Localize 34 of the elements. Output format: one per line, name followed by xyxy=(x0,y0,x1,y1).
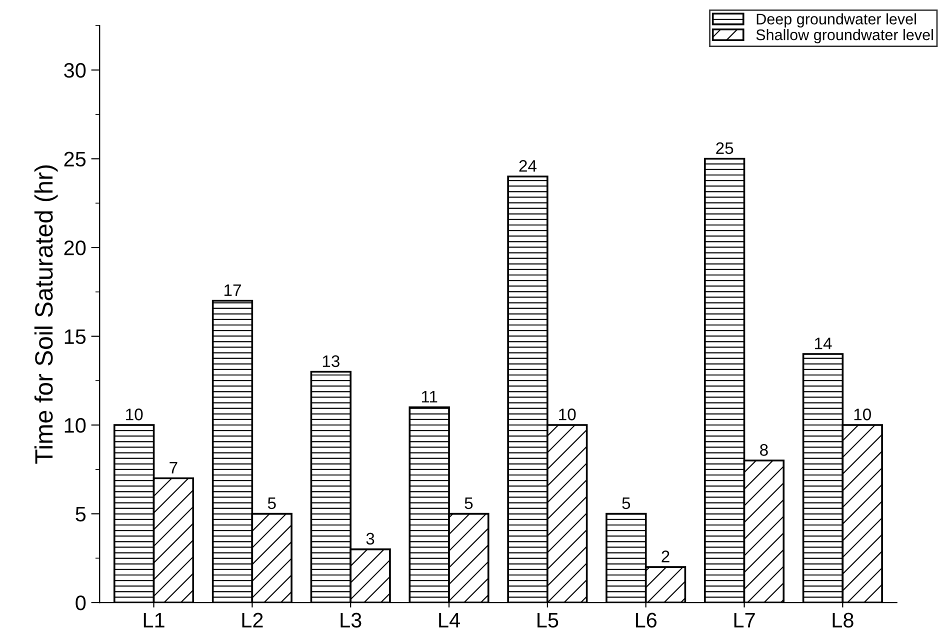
data-label: 14 xyxy=(814,338,832,350)
y-tick-label: 0 xyxy=(76,596,86,610)
y-tick-label: 25 xyxy=(64,152,86,167)
data-label: 2 xyxy=(662,550,670,562)
y-tick-label: 20 xyxy=(64,240,86,256)
data-label: 5 xyxy=(464,497,473,510)
data-label: 8 xyxy=(760,444,768,456)
y-tick-label: 30 xyxy=(64,63,86,78)
data-label: 17 xyxy=(224,284,241,296)
y-axis-title: Time for Soil Saturated (hr) xyxy=(34,165,58,464)
data-label: 10 xyxy=(559,408,576,420)
x-tick-label: L3 xyxy=(340,612,362,628)
data-label: 24 xyxy=(519,160,537,172)
data-label: 5 xyxy=(268,497,276,510)
x-tick-label: L4 xyxy=(439,613,460,628)
x-tick-label: L7 xyxy=(734,613,755,628)
legend-label: Shallow groundwater level xyxy=(756,29,933,44)
data-label: 13 xyxy=(322,355,340,368)
legend-label: Deep groundwater level xyxy=(756,13,916,28)
x-tick-label: L6 xyxy=(636,612,657,628)
data-label: 10 xyxy=(854,408,871,420)
data-label: 11 xyxy=(422,390,438,402)
data-label: 7 xyxy=(170,462,178,474)
y-tick-label: 15 xyxy=(64,329,86,344)
y-tick-label: 10 xyxy=(64,418,86,433)
x-tick-label: L1 xyxy=(144,613,164,628)
x-tick-label: L5 xyxy=(538,613,558,628)
data-label: 3 xyxy=(366,532,374,545)
x-tick-label: L2 xyxy=(242,612,263,628)
data-label: 10 xyxy=(126,408,143,420)
x-tick-label: L8 xyxy=(832,612,854,628)
data-label: 5 xyxy=(622,497,630,510)
y-tick-label: 5 xyxy=(76,507,86,522)
data-label: 25 xyxy=(716,142,734,154)
